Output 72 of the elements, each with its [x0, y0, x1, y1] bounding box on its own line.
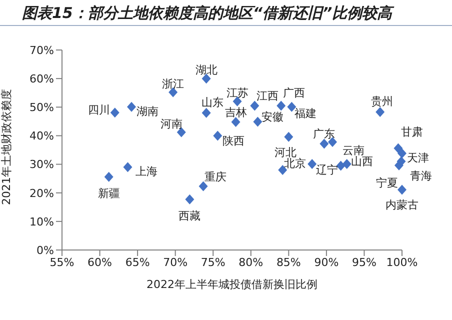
y-tick-label: 40% — [30, 130, 54, 143]
annotation: 湖北 — [195, 64, 218, 77]
annotation: 宁夏 — [376, 176, 398, 190]
x-tick-label: 55% — [50, 256, 74, 269]
annotation: 上海 — [136, 165, 158, 178]
point — [308, 159, 317, 169]
annotation: 山西 — [350, 155, 373, 168]
annotation: 广东 — [313, 128, 336, 141]
chart-title: 图表15：部分土地依赖度高的地区“借新还旧”比例较高 — [22, 4, 392, 23]
annotation: 内蒙古 — [386, 198, 418, 212]
point — [276, 100, 286, 111]
annotation: 江苏 — [226, 86, 248, 100]
x-tick-label: 90% — [314, 256, 339, 269]
annotation: 辽宁 — [316, 164, 338, 177]
y-tick-label: 10% — [30, 215, 54, 228]
point — [104, 172, 114, 182]
point — [185, 194, 194, 204]
point — [287, 102, 296, 112]
point — [123, 162, 132, 172]
annotation: 河南 — [160, 117, 182, 130]
x-tick-label: 60% — [88, 256, 112, 269]
annotation: 河北 — [274, 146, 297, 159]
x-tick-label: 70% — [163, 256, 188, 269]
point — [398, 148, 406, 158]
y-tick-label: 70% — [30, 44, 54, 57]
point — [127, 102, 136, 112]
point — [250, 100, 260, 111]
annotation: 福建 — [294, 106, 317, 120]
x-axis-title: 2022年上半年城投债借新换旧比例 — [146, 278, 318, 291]
y-axis-title: 2021年土地财政依赖度 — [0, 89, 13, 205]
point — [284, 132, 294, 142]
annotation: 陕西 — [222, 134, 245, 148]
annotation: 青海 — [410, 169, 432, 182]
y-tick-label: 0% — [36, 244, 54, 257]
point — [394, 143, 403, 154]
annotation: 贵州 — [371, 95, 394, 108]
annotation: 山东 — [201, 96, 224, 109]
point — [376, 107, 385, 117]
annotation: 甘肃 — [401, 125, 424, 138]
annotation: 重庆 — [204, 170, 226, 184]
annotation: 吉林 — [224, 106, 247, 119]
annotation: 安徽 — [262, 110, 284, 124]
annotation: 湖南 — [136, 104, 159, 118]
x-tick-label: 100% — [386, 256, 418, 269]
annotation: 广西 — [283, 86, 306, 100]
y-tick-label: 50% — [30, 101, 54, 114]
point — [396, 156, 406, 166]
annotation: 浙江 — [162, 77, 184, 90]
point — [342, 159, 352, 169]
annotation: 新疆 — [98, 186, 120, 200]
y-tick-label: 60% — [30, 72, 54, 86]
point — [110, 108, 120, 118]
annotation: 云南 — [342, 144, 364, 157]
annotation: 西藏 — [178, 209, 201, 222]
annotation: 四川 — [88, 104, 110, 117]
y-tick-label: 30% — [30, 158, 54, 172]
point — [320, 138, 329, 149]
annotation: 北京 — [284, 157, 306, 170]
point — [198, 181, 208, 192]
annotation: 天津 — [407, 151, 429, 164]
y-tick-label: 20% — [30, 186, 54, 200]
point — [202, 108, 211, 118]
point — [398, 184, 406, 195]
x-tick-label: 65% — [125, 256, 150, 269]
x-tick-label: 95% — [352, 256, 376, 269]
x-tick-label: 75% — [200, 256, 226, 269]
point — [231, 117, 240, 127]
point — [253, 116, 262, 127]
point — [213, 130, 222, 141]
annotation: 江西 — [256, 90, 279, 103]
x-tick-label: 85% — [276, 256, 301, 269]
x-tick-label: 80% — [238, 256, 264, 269]
